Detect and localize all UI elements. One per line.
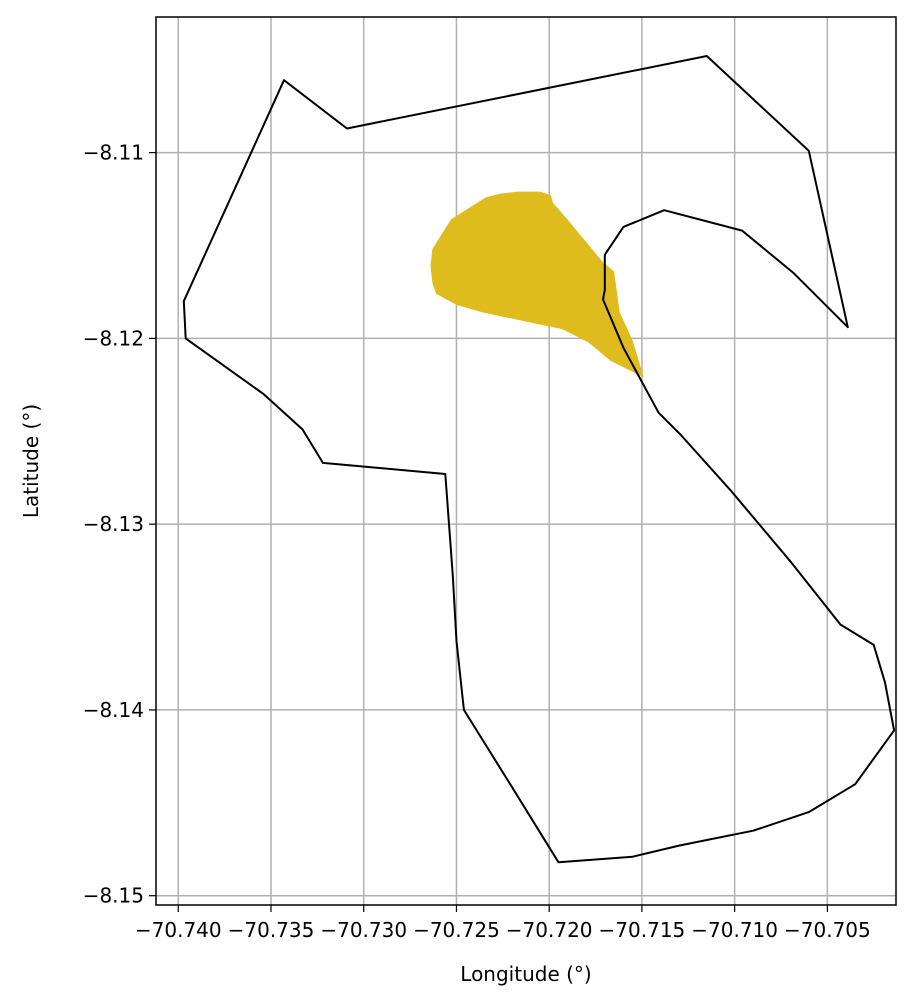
- highlighted-area: [430, 191, 644, 378]
- x-tick-label: −70.740: [135, 918, 222, 942]
- x-tick-label: −70.735: [228, 918, 315, 942]
- x-tick-label: −70.705: [784, 918, 871, 942]
- x-tick-label: −70.715: [599, 918, 686, 942]
- plot-frame: [155, 16, 897, 906]
- axis-ticks: −70.740 −70.735 −70.730 −70.725 −70.720 −70.7…: [83, 141, 871, 942]
- x-tick-label: −70.710: [691, 918, 778, 942]
- x-tick-label: −70.720: [506, 918, 593, 942]
- region-outline: [182, 55, 896, 864]
- gridlines: [156, 17, 896, 905]
- x-axis-label: Longitude (°): [460, 962, 591, 986]
- y-axis-label: Latitude (°): [19, 404, 43, 518]
- y-tick-label: −8.14: [83, 698, 144, 722]
- x-tick-label: −70.730: [320, 918, 407, 942]
- y-tick-label: −8.13: [83, 512, 144, 536]
- y-tick-label: −8.15: [83, 884, 144, 908]
- y-tick-label: −8.11: [83, 141, 144, 165]
- map-data: [182, 55, 896, 864]
- y-tick-label: −8.12: [83, 326, 144, 350]
- x-tick-label: −70.725: [413, 918, 500, 942]
